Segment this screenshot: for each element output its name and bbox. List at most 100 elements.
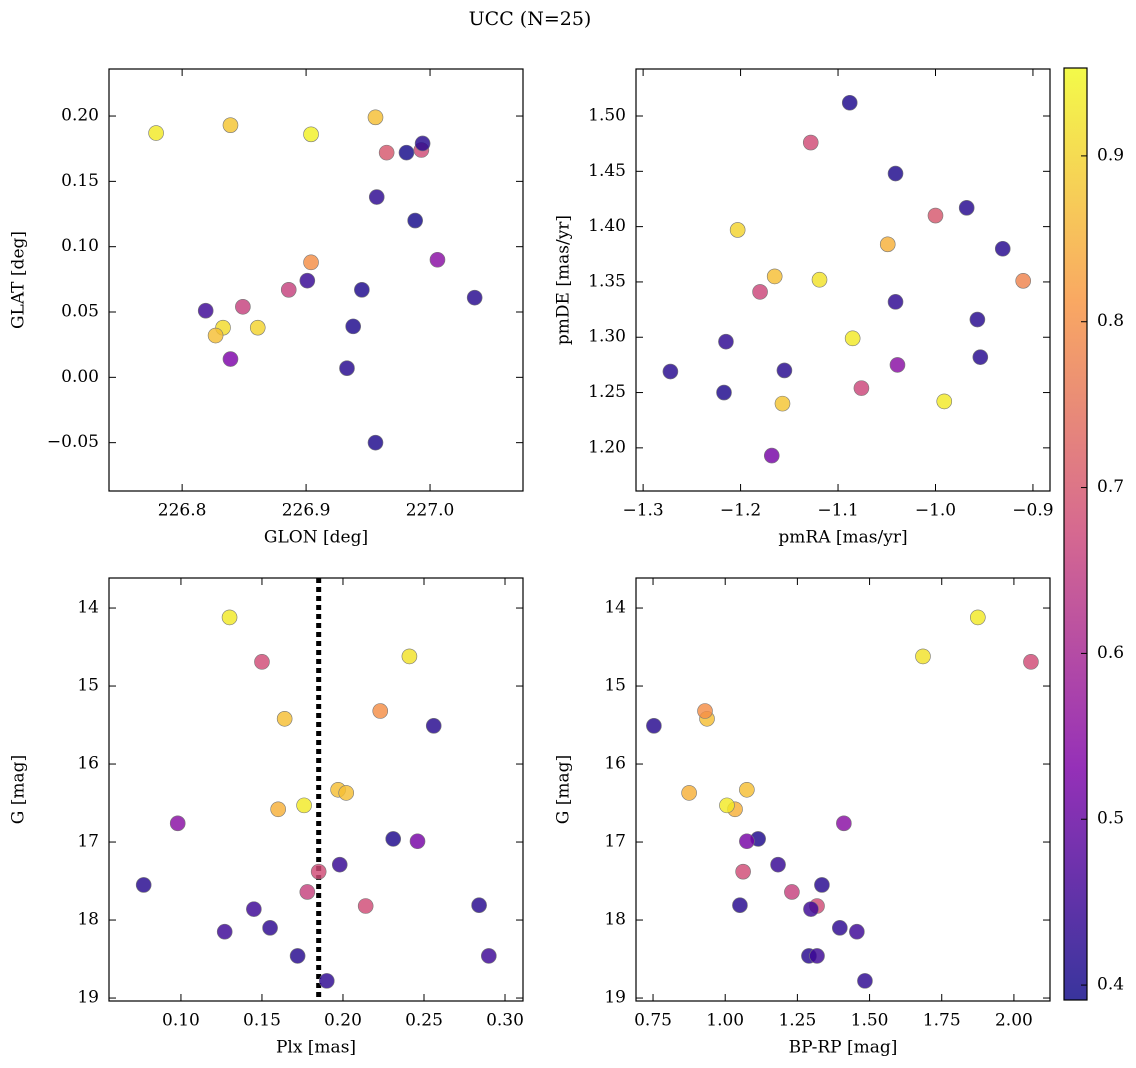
- scatter-point: [879, 236, 896, 253]
- scatter-point: [280, 281, 297, 298]
- scatter-point: [407, 212, 423, 229]
- scatter-point: [216, 923, 233, 940]
- scatter-point: [367, 434, 384, 451]
- plot-frame: [635, 577, 1051, 1002]
- scatter-point: [471, 897, 487, 914]
- y-tick-label: 0.20: [61, 106, 99, 126]
- x-tick-label: −1.0: [915, 501, 956, 521]
- scatter-point: [841, 94, 858, 111]
- scatter-point: [466, 289, 483, 306]
- plot-frame: [635, 68, 1051, 492]
- scatter-point: [357, 898, 374, 914]
- scatter-point: [729, 222, 746, 238]
- x-tick-label: 1.25: [778, 1011, 816, 1031]
- scatter-point: [732, 897, 748, 914]
- plot-frame: [108, 68, 524, 492]
- scatter-point: [927, 207, 944, 224]
- scatter-point: [270, 801, 286, 818]
- scatter-point: [303, 254, 319, 271]
- x-tick-label: −1.1: [817, 501, 858, 521]
- scatter-point: [289, 948, 306, 964]
- scatter-point: [385, 831, 402, 847]
- scatter-point: [299, 272, 316, 289]
- x-tick-label: 226.8: [158, 501, 207, 521]
- scatter-point: [398, 144, 415, 161]
- scatter-point: [169, 815, 186, 832]
- y-tick-label: 19: [77, 988, 99, 1008]
- scatter-point: [832, 920, 848, 936]
- scatter-point: [739, 833, 755, 850]
- x-tick-label: −0.9: [1012, 501, 1053, 521]
- y-tick-label: 16: [604, 754, 626, 774]
- scatter-point: [766, 268, 783, 285]
- x-axis-label: GLON [deg]: [264, 528, 368, 548]
- y-tick-label: 1.35: [588, 271, 626, 291]
- scatter-point: [697, 703, 713, 719]
- scatter-point: [776, 362, 793, 379]
- y-tick-label: 0.05: [61, 302, 99, 322]
- scatter-point: [739, 781, 755, 798]
- scatter-point: [372, 703, 389, 719]
- y-tick-label: 15: [77, 676, 99, 696]
- scatter-point: [339, 360, 355, 376]
- y-tick-label: 0.15: [61, 171, 99, 191]
- scatter-point: [936, 393, 953, 410]
- y-tick-label: 17: [77, 832, 99, 852]
- scatter-point: [646, 718, 662, 734]
- scatter-point: [857, 973, 873, 989]
- x-tick-label: 2.00: [995, 1011, 1033, 1031]
- scatter-point: [222, 351, 239, 367]
- x-tick-label: 1.50: [851, 1011, 889, 1031]
- y-tick-label: 16: [77, 754, 99, 774]
- y-tick-label: 1.20: [588, 437, 626, 457]
- y-tick-label: 0.10: [61, 236, 99, 256]
- y-tick-label: 14: [77, 598, 99, 618]
- scatter-point: [814, 877, 830, 893]
- y-tick-label: 15: [604, 676, 626, 696]
- scatter-point: [425, 718, 442, 734]
- colorbar-tick-label: 0.6: [1097, 643, 1124, 663]
- y-tick-label: 18: [604, 910, 626, 930]
- scatter-point: [970, 609, 986, 626]
- scatter-point: [414, 135, 431, 152]
- scatter-point: [345, 318, 361, 335]
- scatter-point: [836, 815, 852, 832]
- scatter-point: [318, 973, 335, 989]
- scatter-point: [915, 648, 931, 665]
- x-tick-label: 1.00: [706, 1011, 744, 1031]
- scatter-point: [994, 240, 1011, 257]
- scatter-point: [401, 648, 418, 665]
- scatter-point: [752, 284, 768, 300]
- y-tick-label: 14: [604, 598, 626, 618]
- scatter-point: [802, 134, 819, 151]
- scatter-point: [681, 785, 697, 801]
- y-axis-label: G [mag]: [9, 755, 29, 824]
- y-tick-label: 1.40: [588, 216, 626, 236]
- colorbar: [1064, 68, 1087, 1000]
- scatter-point: [207, 327, 224, 344]
- scatter-point: [774, 395, 791, 412]
- x-axis-label: Plx [mas]: [276, 1038, 356, 1058]
- x-tick-label: 0.30: [486, 1011, 524, 1031]
- scatter-point: [958, 200, 975, 216]
- scatter-point: [310, 863, 327, 880]
- scatter-point: [276, 710, 293, 727]
- x-tick-label: 0.10: [162, 1011, 200, 1031]
- x-tick-label: 0.75: [634, 1011, 672, 1031]
- scatter-point: [354, 281, 370, 298]
- scatter-point: [331, 856, 348, 873]
- y-tick-label: 1.25: [588, 382, 626, 402]
- scatter-point: [429, 251, 446, 268]
- scatter-point: [716, 384, 732, 401]
- scatter-point: [303, 126, 319, 143]
- colorbar-tick-label: 0.5: [1097, 809, 1124, 829]
- y-tick-label: 1.50: [588, 106, 626, 126]
- x-tick-label: −1.2: [720, 501, 761, 521]
- scatter-point: [972, 349, 989, 365]
- scatter-point: [221, 609, 238, 626]
- scatter-point: [262, 920, 278, 936]
- scatter-point: [222, 117, 239, 133]
- scatter-point: [770, 856, 786, 873]
- scatter-point: [197, 302, 214, 319]
